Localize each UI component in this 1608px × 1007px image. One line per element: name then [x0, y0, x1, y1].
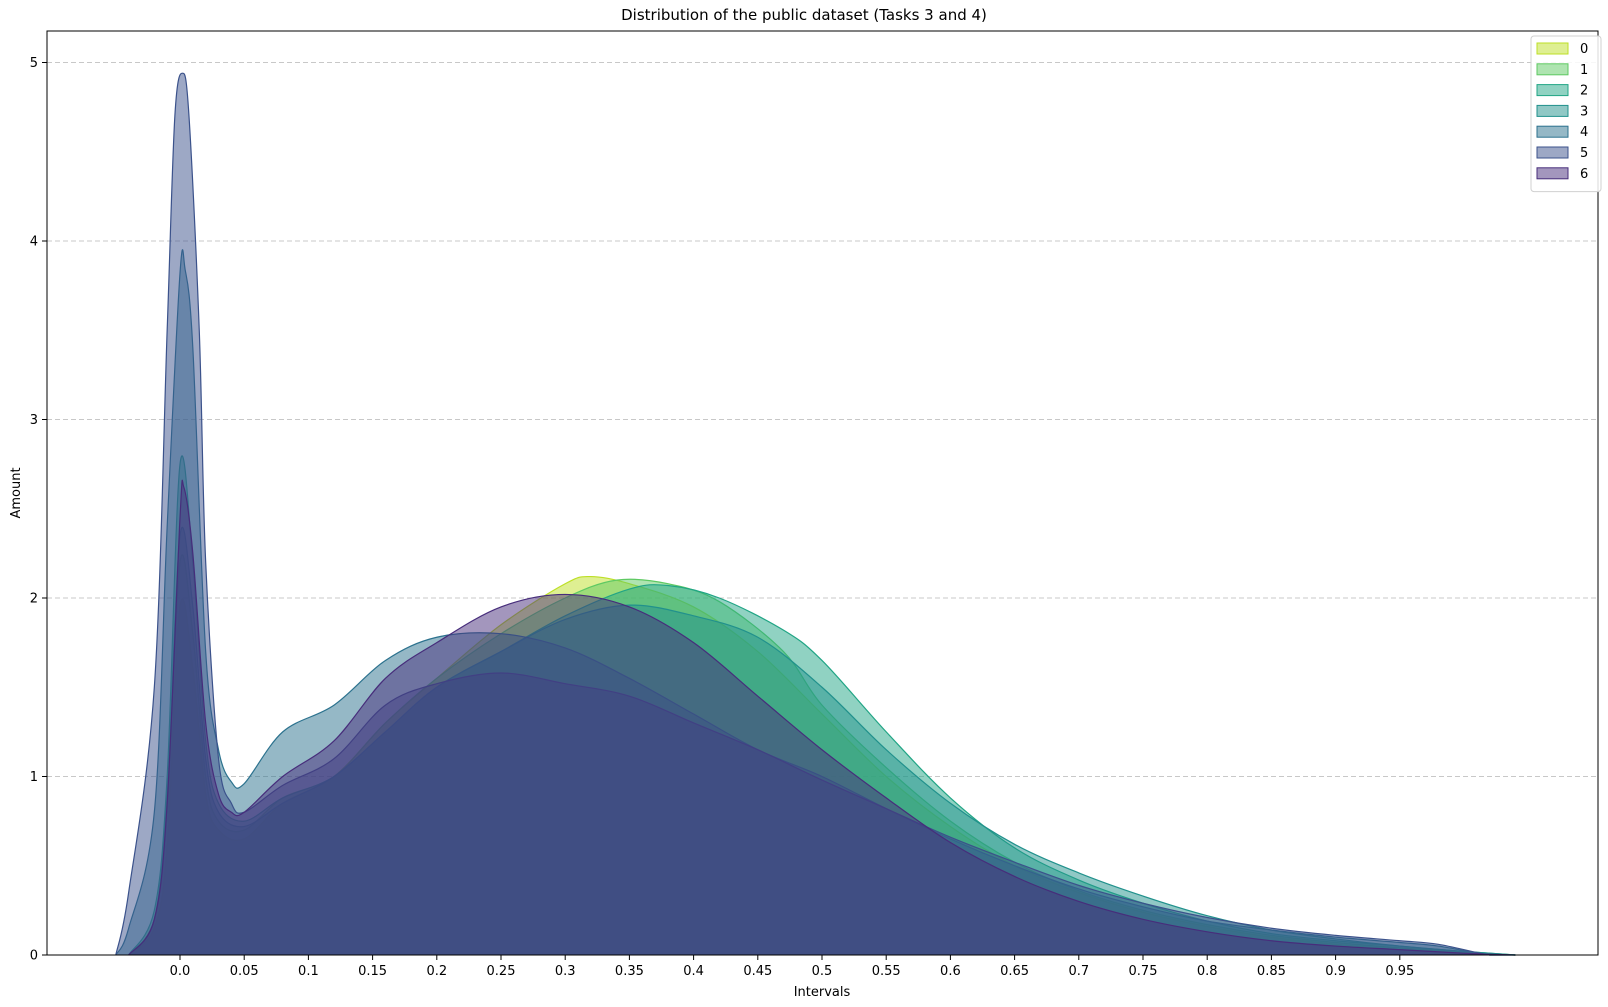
x-tick-label: 0.95: [1385, 964, 1414, 979]
legend-swatch-0: [1536, 42, 1569, 55]
line-series-6: [128, 479, 1516, 956]
y-tick-label: 2: [30, 592, 38, 607]
x-tick-label: 0.65: [1000, 964, 1029, 979]
x-tick-label: 0.7: [1068, 964, 1089, 979]
y-tick-label: 3: [30, 413, 38, 428]
chart-title: Distribution of the public dataset (Task…: [621, 6, 987, 24]
legend-swatch-6: [1536, 167, 1569, 180]
x-tick-label: 0.05: [230, 964, 259, 979]
legend: 0 1 2 3 4 5 6: [1530, 35, 1602, 193]
x-tick-label: 0.9: [1325, 964, 1346, 979]
legend-label-5: 5: [1580, 146, 1588, 161]
y-axis-ticks: 0 1 2 3 4 5: [30, 56, 47, 964]
legend-label-6: 6: [1580, 167, 1588, 182]
x-tick-label: 0.35: [615, 964, 644, 979]
legend-swatch-1: [1536, 63, 1569, 76]
x-tick-label: 0.5: [812, 964, 833, 979]
legend-swatch-3: [1536, 104, 1569, 117]
y-tick-label: 4: [30, 235, 38, 250]
x-tick-label: 0.85: [1257, 964, 1286, 979]
area-series-6: [128, 480, 1516, 955]
x-tick-label: 0.2: [426, 964, 447, 979]
x-tick-label: 0.1: [298, 964, 319, 979]
legend-swatch-4: [1536, 125, 1569, 138]
y-axis-label: Amount: [9, 467, 24, 518]
legend-label-0: 0: [1580, 42, 1588, 57]
y-tick-label: 0: [30, 949, 38, 964]
x-tick-label: 0.25: [487, 964, 516, 979]
legend-label-4: 4: [1580, 125, 1588, 140]
legend-label-1: 1: [1580, 63, 1588, 78]
x-tick-label: 0.3: [555, 964, 576, 979]
legend-swatch-5: [1536, 146, 1569, 159]
x-tick-label: 0.15: [358, 964, 387, 979]
x-tick-label: 0.6: [940, 964, 961, 979]
legend-label-3: 3: [1580, 104, 1588, 119]
x-tick-label: 0.45: [743, 964, 772, 979]
x-tick-label: 0.8: [1197, 964, 1218, 979]
y-tick-label: 1: [30, 770, 38, 785]
x-axis-ticks: 0.0 0.05 0.1 0.15 0.2 0.25 0.3 0.35 0.4 0.45 0.5 0.…: [170, 955, 1414, 979]
legend-swatch-2: [1536, 84, 1569, 97]
x-tick-label: 0.0: [170, 964, 191, 979]
x-tick-label: 0.4: [683, 964, 704, 979]
y-tick-label: 5: [30, 56, 38, 71]
legend-label-2: 2: [1580, 84, 1588, 99]
area-layer: [115, 72, 1516, 956]
x-tick-label: 0.55: [872, 964, 901, 979]
x-axis-label: Intervals: [794, 985, 851, 1000]
x-tick-label: 0.75: [1129, 964, 1158, 979]
